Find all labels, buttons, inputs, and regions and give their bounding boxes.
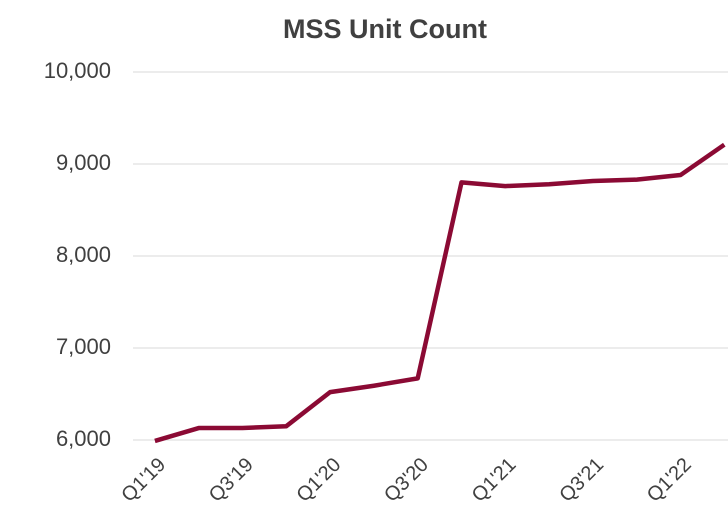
x-tick-label: Q1'21	[468, 454, 521, 507]
y-tick-label: 8,000	[56, 242, 111, 267]
x-tick-label: Q1'22	[643, 454, 696, 507]
x-tick-label: Q3'21	[555, 454, 608, 507]
x-tick-label: Q1'20	[293, 454, 346, 507]
y-tick-label: 9,000	[56, 150, 111, 175]
y-tick-label: 10,000	[44, 58, 111, 83]
y-tick-label: 6,000	[56, 426, 111, 451]
x-tick-label: Q3'19	[205, 454, 258, 507]
x-tick-label: Q3'20	[380, 454, 433, 507]
x-tick-label: Q1'19	[117, 454, 170, 507]
chart-title: MSS Unit Count	[283, 14, 487, 44]
y-tick-label: 7,000	[56, 334, 111, 359]
data-line	[154, 142, 726, 444]
